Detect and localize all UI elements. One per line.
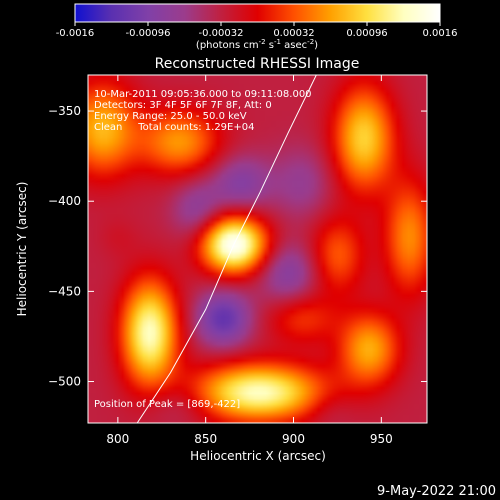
plot-frame <box>87 74 428 424</box>
colorbar-tick-label: -0.00032 <box>199 28 244 39</box>
y-tick-label: −500 <box>48 375 81 389</box>
y-tick-label: −450 <box>48 284 81 298</box>
annotation-total-counts: Clean Total counts: 1.29E+04 <box>94 122 254 133</box>
footer-date: 9-May-2022 21:00 <box>377 484 496 499</box>
annotation-energy-range: Energy Range: 25.0 - 50.0 keV <box>94 111 247 122</box>
colorbar-tick-label: -0.0016 <box>56 28 95 39</box>
y-tick-label: −350 <box>48 104 81 118</box>
colorbar-gradient <box>74 3 441 23</box>
plot-area: 800 850 900 950 −350 −400 −450 −500 10-Mar-2011… <box>48 74 428 446</box>
solar-limb-curve <box>136 75 317 423</box>
colorbar-tick-label: -0.00096 <box>126 28 171 39</box>
x-tick-label: 950 <box>370 432 393 446</box>
colorbar-ticks: -0.0016 -0.00096 -0.00032 0.00032 0.00096 0.0… <box>56 22 458 39</box>
annotation-block: 10-Mar-2011 09:05:36.000 to 09:11:08.000… <box>94 89 312 133</box>
x-tick-label: 850 <box>194 432 217 446</box>
y-axis-label: Heliocentric Y (arcsec) <box>15 182 29 317</box>
colorbar-unit-label: (photons cm-2 s-1 asec-2) <box>196 38 318 51</box>
colorbar: -0.0016 -0.00096 -0.00032 0.00032 0.00096 0.0… <box>56 3 458 51</box>
annotation-detectors: Detectors: 3F 4F 5F 6F 7F 8F, Att: 0 <box>94 100 272 111</box>
peak-position-label: Position of Peak = [869,-422] <box>94 399 240 410</box>
x-tick-label: 800 <box>106 432 129 446</box>
chart-title: Reconstructed RHESSI Image <box>155 56 360 72</box>
colorbar-tick-label: 0.00096 <box>346 28 387 39</box>
annotation-time-range: 10-Mar-2011 09:05:36.000 to 09:11:08.000 <box>94 89 312 100</box>
x-tick-label: 900 <box>282 432 305 446</box>
colorbar-tick-label: 0.0016 <box>423 28 458 39</box>
x-axis-label: Heliocentric X (arcsec) <box>190 449 326 463</box>
colorbar-tick-label: 0.00032 <box>273 28 314 39</box>
heatmap-image <box>88 75 427 423</box>
axis-ticks: 800 850 900 950 −350 −400 −450 −500 <box>48 75 427 446</box>
y-tick-label: −400 <box>48 194 81 208</box>
